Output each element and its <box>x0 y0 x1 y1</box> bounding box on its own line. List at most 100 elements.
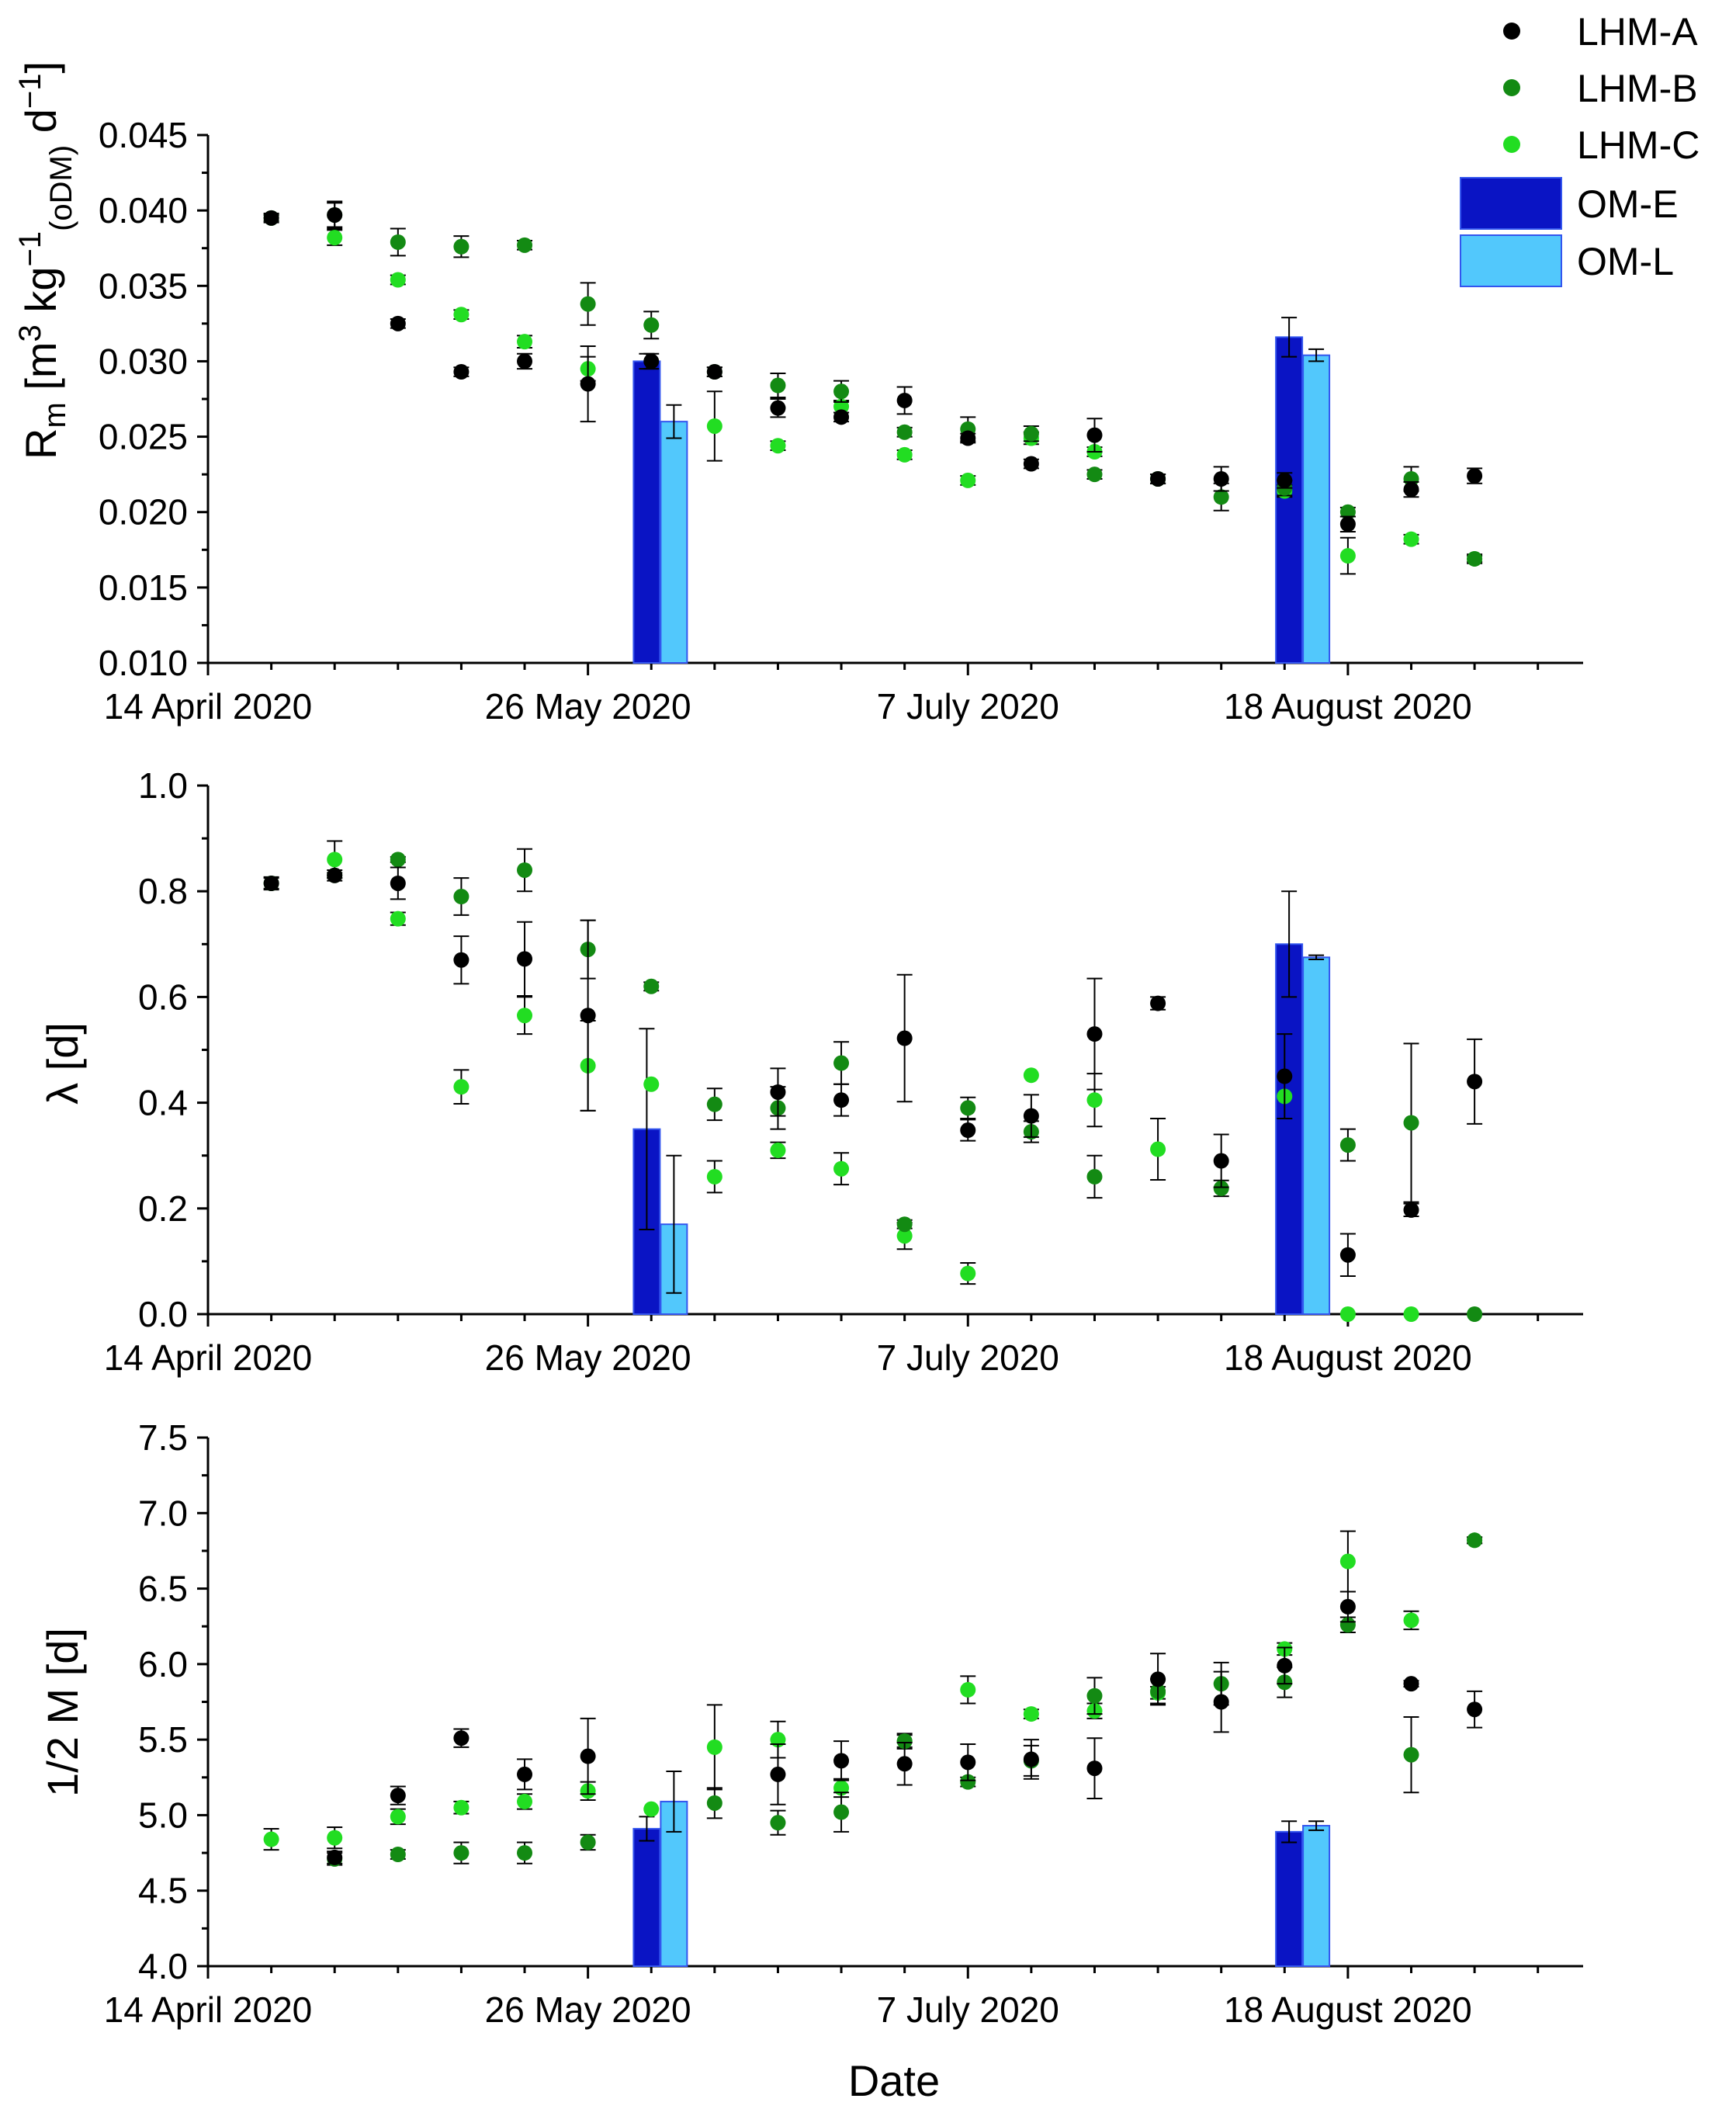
data-point-lhm-a <box>1277 472 1293 488</box>
y-tick-label: 0.045 <box>99 115 188 155</box>
bar-error-bar <box>1308 954 1325 961</box>
data-point-lhm-a <box>1277 1068 1293 1084</box>
data-point-lhm-a <box>643 353 660 369</box>
panel-lambda: 0.0 0.2 0.4 0.6 0.8 1.0 14 April 2020 26 May 20… <box>104 765 1583 1378</box>
data-point-lhm-a <box>1023 456 1039 472</box>
data-point-lhm-b <box>960 1774 976 1790</box>
bar-om-e <box>1275 1830 1304 1968</box>
data-point-lhm-a <box>1467 1074 1483 1090</box>
data-point-lhm-c <box>327 852 343 868</box>
y-tick-label: 0.2 <box>138 1188 188 1229</box>
y-tick-label: 0.035 <box>99 265 188 306</box>
bar-om-l <box>1302 1825 1331 1968</box>
data-point-lhm-a <box>390 1788 406 1804</box>
bar-error-bar <box>1281 317 1298 358</box>
data-point-lhm-c <box>327 230 343 246</box>
y-tick-label: 0.030 <box>99 341 188 381</box>
data-point-lhm-a <box>580 1008 596 1024</box>
data-point-lhm-c <box>1023 1067 1039 1084</box>
data-point-lhm-c <box>1339 548 1356 564</box>
data-point-lhm-a <box>1086 427 1103 443</box>
bar-error-bar <box>1308 1820 1325 1831</box>
data-point-lhm-c <box>960 1681 976 1698</box>
x-tick-label: 26 May 2020 <box>485 686 691 727</box>
data-point-lhm-a <box>263 210 279 226</box>
data-point-lhm-b <box>517 1845 533 1861</box>
y-axis-label-halfm: 1/2 M [d] <box>38 1628 87 1797</box>
data-point-lhm-b <box>833 1055 850 1071</box>
y-tick-label: 4.0 <box>138 1946 188 1986</box>
data-point-lhm-a <box>263 875 279 891</box>
series-lhm-c <box>263 1530 1483 1851</box>
data-point-lhm-a <box>1213 470 1229 487</box>
legend-label: LHM-C <box>1577 123 1700 167</box>
x-tick-label: 14 April 2020 <box>104 1989 313 2030</box>
bar-om-l <box>660 421 688 664</box>
data-point-lhm-a <box>833 1092 850 1108</box>
x-tick-label: 7 July 2020 <box>877 1989 1059 2030</box>
data-point-lhm-c <box>1403 531 1419 547</box>
x-tick-label: 18 August 2020 <box>1224 1337 1472 1378</box>
data-point-lhm-c <box>643 1076 660 1092</box>
data-point-lhm-a <box>1339 1247 1356 1263</box>
data-point-lhm-c <box>390 1809 406 1825</box>
y-tick-label: 7.0 <box>138 1493 188 1533</box>
data-point-lhm-b <box>1339 1617 1356 1633</box>
data-point-lhm-c <box>960 472 976 488</box>
data-point-lhm-c <box>770 438 786 454</box>
data-point-lhm-c <box>327 1830 343 1846</box>
data-point-lhm-b <box>706 1096 722 1112</box>
bar-om-e <box>1275 336 1304 664</box>
data-point-lhm-b <box>517 237 533 253</box>
data-point-lhm-a <box>1339 1598 1356 1615</box>
data-point-lhm-b <box>1086 1168 1103 1185</box>
y-tick-label: 1.0 <box>138 765 188 806</box>
y-axis-label-lambda: λ [d] <box>38 1022 87 1105</box>
data-point-lhm-a <box>1150 470 1166 487</box>
ylabel-rm-sub2: (oDM) <box>44 145 78 231</box>
data-point-lhm-a <box>390 315 406 331</box>
data-point-lhm-b <box>580 296 596 312</box>
data-point-lhm-c <box>896 446 913 463</box>
x-tick-label: 26 May 2020 <box>485 1337 691 1378</box>
legend-label: OM-L <box>1577 240 1674 283</box>
y-tick-label: 0.020 <box>99 492 188 532</box>
data-point-lhm-b <box>1467 550 1483 567</box>
data-point-lhm-b <box>517 862 533 878</box>
data-point-lhm-b <box>453 1845 470 1861</box>
data-point-lhm-a <box>833 1753 850 1769</box>
data-point-lhm-c <box>1339 1553 1356 1570</box>
data-point-lhm-b <box>896 1216 913 1233</box>
data-point-lhm-a <box>770 1084 786 1100</box>
data-point-lhm-c <box>453 1079 470 1095</box>
data-point-lhm-a <box>390 875 406 891</box>
bar-error-bar <box>666 404 682 439</box>
legend-marker <box>1503 23 1520 40</box>
data-point-lhm-c <box>706 1168 722 1185</box>
data-point-lhm-b <box>1467 1532 1483 1549</box>
panel-halfm: 4.0 4.5 5.0 5.5 6.0 6.5 7.0 7.5 14 April 2020 26 … <box>104 1417 1583 2030</box>
y-tick-label: 4.5 <box>138 1871 188 1911</box>
data-point-lhm-c <box>643 1801 660 1817</box>
y-tick-label: 0.025 <box>99 417 188 457</box>
ylabel-rm-mid: [m <box>16 342 65 402</box>
data-point-lhm-b <box>643 978 660 994</box>
ylabel-rm-mid3: d <box>16 109 65 145</box>
data-point-lhm-c <box>517 1793 533 1809</box>
data-point-lhm-b <box>1213 1180 1229 1196</box>
bar-error-bar <box>666 1771 682 1833</box>
data-point-lhm-a <box>1150 1671 1166 1688</box>
data-point-lhm-a <box>1213 1153 1229 1169</box>
data-point-lhm-a <box>706 364 722 380</box>
data-point-lhm-a <box>1086 1760 1103 1777</box>
data-point-lhm-b <box>1213 489 1229 505</box>
data-point-lhm-a <box>1403 1202 1419 1218</box>
data-point-lhm-b <box>1086 467 1103 483</box>
x-tick-label: 14 April 2020 <box>104 686 313 727</box>
y-tick-label: 0.010 <box>99 643 188 683</box>
legend-swatch <box>1460 177 1562 230</box>
data-point-lhm-b <box>1086 1688 1103 1704</box>
data-point-lhm-a <box>1213 1694 1229 1710</box>
ylabel-rm-sup3: −1 <box>13 73 47 109</box>
data-point-lhm-a <box>1467 1701 1483 1718</box>
